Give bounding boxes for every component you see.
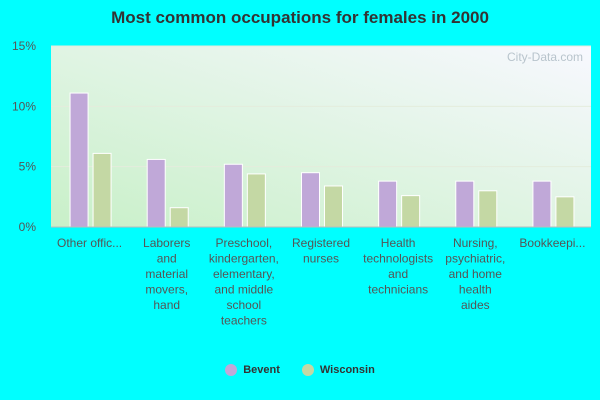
bar-bevent-0[interactable]	[69, 92, 89, 228]
legend-item-wisconsin: Wisconsin	[301, 364, 375, 376]
plot-background	[51, 46, 591, 227]
bar-wisconsin-5[interactable]	[478, 190, 498, 228]
bar-bevent-1[interactable]	[146, 158, 166, 228]
bar-bevent-4[interactable]	[378, 180, 398, 228]
x-category-label: Bookkeepi...	[519, 236, 585, 250]
bar-wisconsin-2[interactable]	[246, 173, 266, 228]
bar-bevent-2[interactable]	[223, 163, 243, 228]
legend-label-wisconsin: Wisconsin	[319, 364, 375, 376]
legend: Bevent Wisconsin	[0, 364, 600, 376]
chart-title: Most common occupations for females in 2…	[111, 8, 489, 27]
y-tick-label: 15%	[12, 39, 36, 53]
bar-wisconsin-0[interactable]	[92, 152, 112, 228]
x-category-label: Registered nurses	[292, 236, 350, 266]
x-category-label: Preschool, kindergarten, elementary, and mi…	[209, 236, 279, 328]
y-tick-label: 0%	[19, 220, 37, 234]
bar-wisconsin-1[interactable]	[169, 207, 189, 228]
bar-wisconsin-6[interactable]	[555, 196, 575, 228]
watermark-text: City-Data.com	[507, 50, 583, 64]
bar-wisconsin-3[interactable]	[324, 185, 343, 228]
bar-wisconsin-4[interactable]	[401, 195, 421, 228]
legend-label-bevent: Bevent	[243, 364, 280, 376]
x-category-label: Other offic...	[57, 236, 122, 250]
legend-swatch-bevent	[225, 364, 238, 376]
x-category-label: Nursing, psychiatric, and home health aides	[445, 236, 505, 312]
bar-bevent-3[interactable]	[301, 172, 320, 228]
y-tick-label: 5%	[19, 160, 37, 174]
x-category-label: Health technologists and technicians	[363, 236, 433, 297]
legend-item-bevent: Bevent	[225, 364, 280, 376]
legend-swatch-wisconsin	[301, 364, 314, 376]
bar-bevent-6[interactable]	[532, 180, 552, 228]
bar-bevent-5[interactable]	[455, 180, 475, 228]
y-tick-label: 10%	[12, 99, 36, 113]
x-category-label: Laborers and material movers, hand	[143, 236, 190, 312]
